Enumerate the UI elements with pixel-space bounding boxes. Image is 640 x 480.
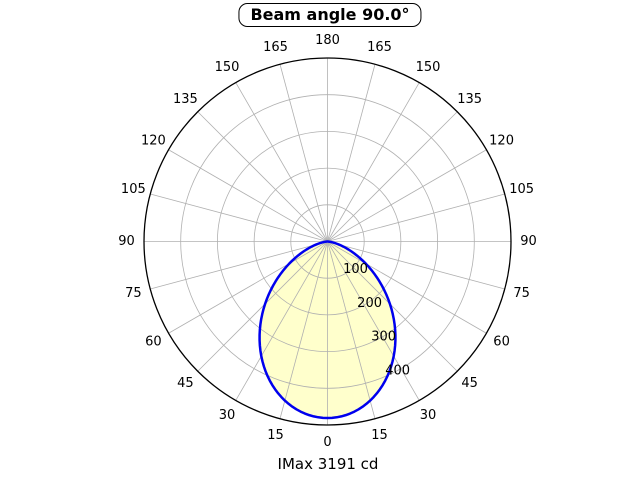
angle-tick-label: 45: [177, 376, 194, 391]
grid-spoke: [150, 241, 328, 290]
grid-spoke: [197, 111, 328, 242]
angle-tick-label: 75: [125, 286, 142, 301]
imax-caption: IMax 3191 cd: [277, 455, 379, 473]
angle-tick-label: 30: [219, 408, 236, 423]
angle-tick-label: 105: [509, 182, 534, 197]
grid-spoke: [150, 193, 328, 242]
grid-spoke: [327, 241, 376, 419]
angle-tick-label: 90: [118, 234, 135, 249]
angle-tick-label: 150: [416, 60, 441, 75]
grid-spoke: [327, 82, 420, 242]
radial-tick-label: 300: [371, 330, 396, 345]
angle-tick-label: 180: [315, 33, 340, 48]
angle-tick-label: 0: [323, 435, 331, 450]
chart-title-box: Beam angle 90.0°: [238, 3, 422, 27]
angle-tick-label: 135: [457, 92, 482, 107]
angle-tick-label: 120: [489, 134, 514, 149]
grid-spoke: [197, 241, 328, 372]
beam-outline: [258, 240, 397, 420]
angle-tick-label: 90: [520, 234, 537, 249]
grid-spoke: [235, 82, 328, 242]
grid-spoke: [168, 149, 328, 242]
grid-spoke: [327, 241, 505, 290]
angle-tick-label: 105: [121, 182, 146, 197]
grid-spoke: [279, 241, 328, 419]
grid-spoke: [327, 149, 487, 242]
angle-tick-label: 60: [493, 335, 510, 350]
angle-tick-label: 15: [267, 428, 284, 443]
grid-spoke: [327, 241, 487, 334]
angle-tick-label: 75: [513, 286, 530, 301]
angle-tick-label: 150: [215, 60, 240, 75]
grid-spoke: [279, 64, 328, 242]
grid-spoke: [168, 241, 328, 334]
grid-spoke: [327, 241, 420, 401]
angle-tick-label: 60: [145, 335, 162, 350]
grid-spoke: [327, 64, 376, 242]
angle-tick-label: 15: [371, 428, 388, 443]
outer-ring: [143, 57, 512, 426]
radial-tick-label: 400: [385, 364, 410, 379]
chart-title: Beam angle 90.0°: [250, 5, 410, 24]
grid-spoke: [327, 111, 458, 242]
angle-tick-label: 165: [367, 40, 392, 55]
grid-spoke: [327, 193, 505, 242]
angle-tick-label: 30: [420, 408, 437, 423]
angle-tick-label: 45: [461, 376, 478, 391]
angle-tick-label: 135: [173, 92, 198, 107]
angle-tick-label: 165: [263, 40, 288, 55]
radial-tick-label: 100: [343, 262, 368, 277]
angle-tick-label: 120: [141, 134, 166, 149]
radial-tick-label: 200: [357, 296, 382, 311]
grid-spoke: [235, 241, 328, 401]
grid-spoke: [327, 241, 458, 372]
